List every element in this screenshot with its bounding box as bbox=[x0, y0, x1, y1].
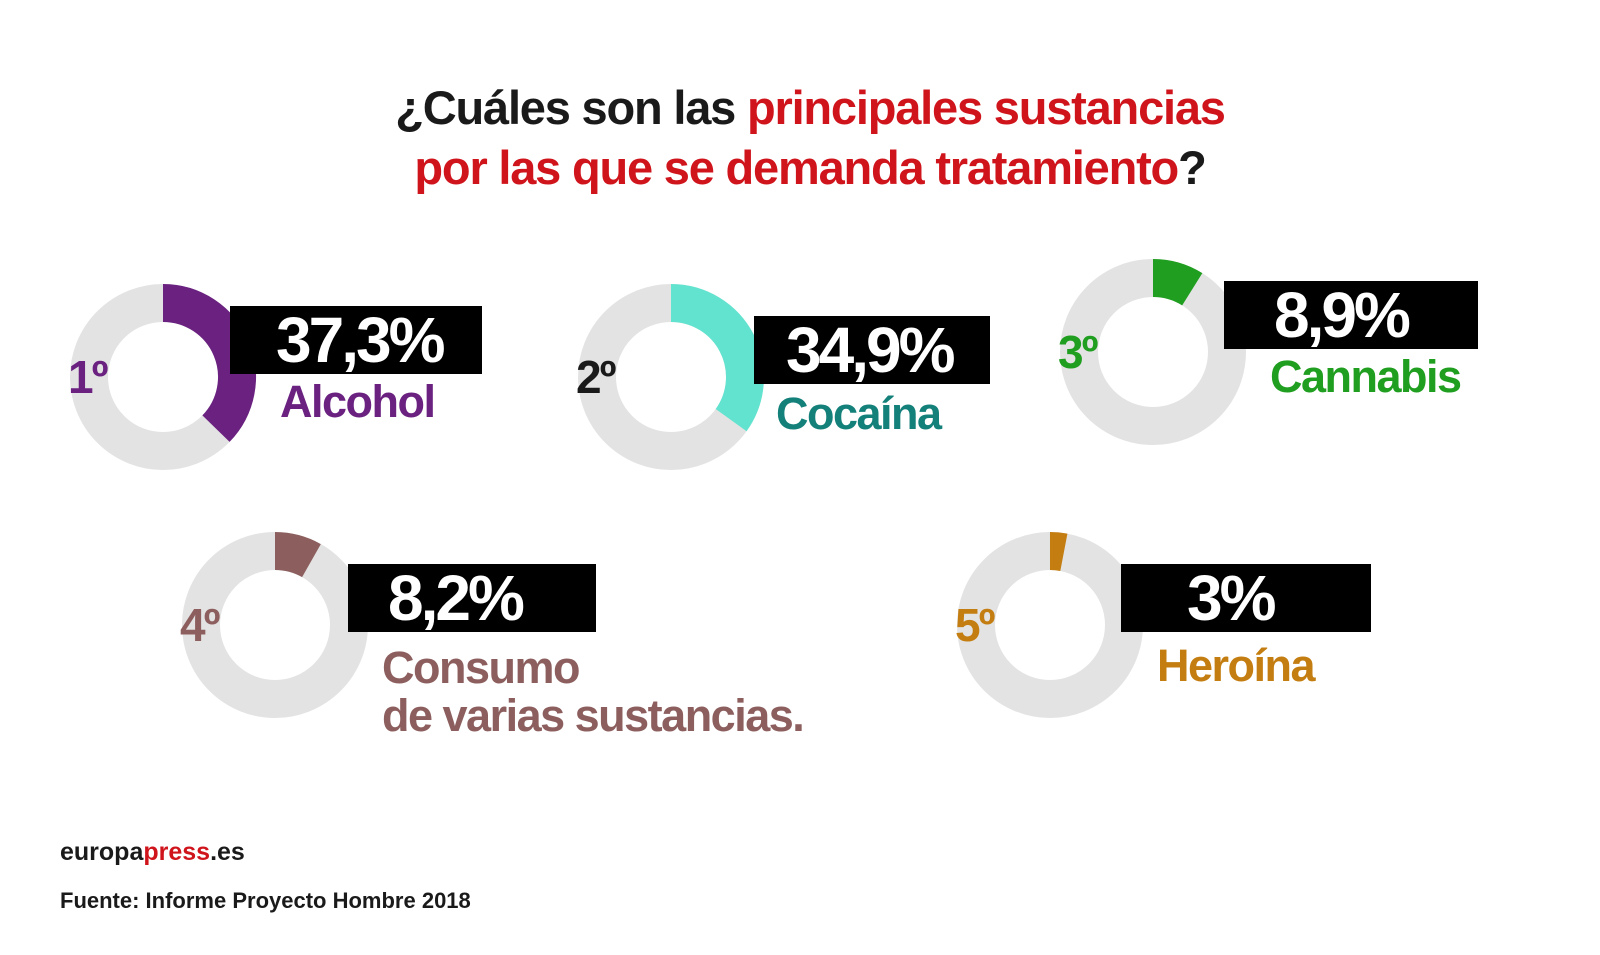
label-line: Alcohol bbox=[280, 376, 436, 427]
logo-part-1: europa bbox=[60, 838, 144, 866]
value-label-heroina: 3% bbox=[1187, 562, 1276, 634]
title-highlight-2: por las que se demanda tratamiento bbox=[414, 141, 1179, 194]
donut-chart-cocaina bbox=[578, 284, 764, 470]
donut-slice-cannabis bbox=[1152, 259, 1203, 306]
title-text-1: ¿Cuáles son las bbox=[395, 81, 747, 134]
substance-label-alcohol: Alcohol bbox=[280, 376, 436, 427]
donut-slice-heroina bbox=[1049, 532, 1068, 572]
value-bar-alcohol: 37,3% bbox=[230, 306, 482, 374]
value-bar-consumo-varias: 8,2% bbox=[348, 564, 596, 632]
donut-chart-cannabis bbox=[1060, 259, 1246, 445]
donut-slice-cocaina bbox=[670, 284, 764, 432]
substance-label-cannabis: Cannabis bbox=[1270, 351, 1462, 402]
chart-title: ¿Cuáles son las principales sustancias p… bbox=[0, 78, 1600, 198]
substance-label-heroina: Heroína bbox=[1157, 640, 1316, 691]
substance-label-consumo-varias: Consumo de varias sustancias. bbox=[382, 642, 805, 741]
logo-part-2: press bbox=[143, 838, 211, 866]
value-label-cocaina: 34,9% bbox=[786, 314, 955, 386]
value-label-cannabis: 8,9% bbox=[1274, 279, 1411, 351]
value-bar-heroina: 3% bbox=[1121, 564, 1371, 632]
donut-slice-consumo-varias bbox=[274, 532, 321, 578]
value-bar-cocaina: 34,9% bbox=[754, 316, 990, 384]
label-line: Cocaína bbox=[776, 388, 942, 439]
label-line: Heroína bbox=[1157, 640, 1316, 691]
donut-track bbox=[182, 532, 368, 718]
label-line: Consumo bbox=[382, 642, 581, 693]
title-highlight-1: principales sustancias bbox=[746, 81, 1226, 134]
donut-track bbox=[1060, 259, 1246, 445]
label-line: de varias sustancias. bbox=[382, 690, 805, 741]
title-line-2: por las que se demanda tratamiento? bbox=[0, 138, 1600, 198]
logo-part-3: .es bbox=[210, 838, 245, 866]
title-line-1: ¿Cuáles son las principales sustancias bbox=[0, 78, 1600, 138]
label-line: Cannabis bbox=[1270, 351, 1462, 402]
donut-slice-alcohol bbox=[162, 284, 256, 442]
source-note: Fuente: Informe Proyecto Hombre 2018 bbox=[60, 888, 471, 913]
donut-track bbox=[957, 532, 1143, 718]
substance-label-cocaina: Cocaína bbox=[776, 388, 942, 439]
europapress-logo: europapress.es bbox=[60, 838, 245, 867]
value-bar-cannabis: 8,9% bbox=[1224, 281, 1478, 349]
value-label-alcohol: 37,3% bbox=[276, 304, 445, 376]
title-question-mark: ? bbox=[1178, 141, 1207, 194]
value-label-consumo-varias: 8,2% bbox=[388, 562, 525, 634]
